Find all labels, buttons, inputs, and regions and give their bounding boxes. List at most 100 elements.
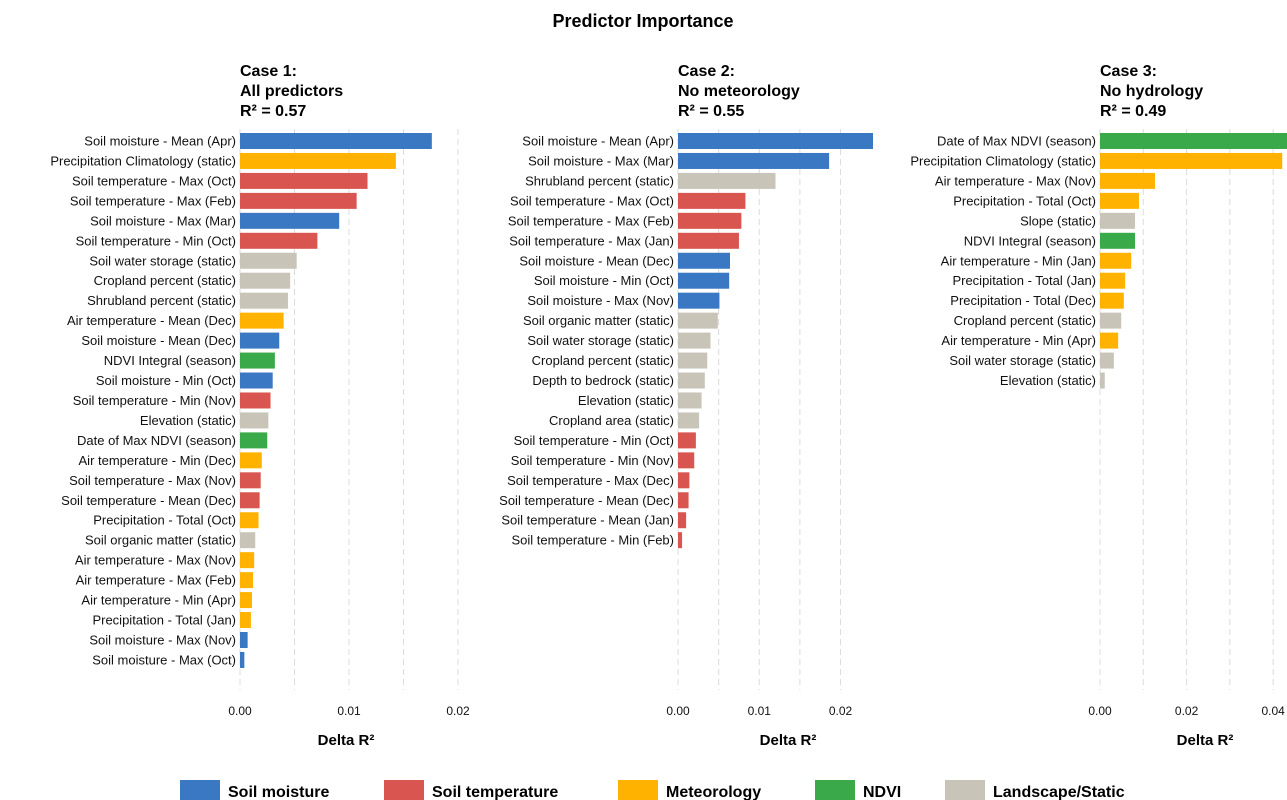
- bar: [678, 212, 742, 229]
- legend-label: Soil temperature: [432, 784, 558, 800]
- bar: [1100, 372, 1105, 389]
- bar-label: Soil moisture - Min (Oct): [534, 273, 674, 288]
- bar: [240, 292, 288, 309]
- bar: [1100, 152, 1283, 169]
- bar-label: Date of Max NDVI (season): [937, 134, 1096, 149]
- bar: [678, 272, 730, 289]
- bar-label: Soil temperature - Min (Feb): [511, 533, 674, 548]
- bar-label: Soil temperature - Max (Feb): [508, 213, 674, 228]
- legend-label: Soil moisture: [228, 784, 329, 800]
- panel-title-line: R² = 0.55: [678, 103, 744, 120]
- bar: [240, 412, 269, 429]
- bar-label: Soil water storage (static): [527, 333, 674, 348]
- bar-label: Soil temperature - Max (Nov): [69, 473, 236, 488]
- bar-label: Soil temperature - Max (Dec): [507, 473, 674, 488]
- bar: [240, 452, 262, 469]
- legend-swatch: [618, 780, 658, 800]
- bar-label: Soil temperature - Max (Oct): [72, 173, 236, 188]
- bar-label: Soil water storage (static): [949, 353, 1096, 368]
- bar: [240, 651, 245, 668]
- bar-label: Precipitation Climatology (static): [910, 153, 1096, 168]
- x-axis-title: Delta R²: [760, 732, 817, 749]
- legend: Soil moisture Soil temperature Meteorology…: [180, 780, 1125, 800]
- bar-label: Soil temperature - Mean (Jan): [501, 513, 674, 528]
- bar-label: Air temperature - Max (Nov): [75, 553, 236, 568]
- bar: [678, 133, 873, 149]
- legend-swatch: [815, 780, 855, 800]
- bar: [678, 332, 711, 349]
- panel-1: Case 1: All predictors R² = 0.57 Soil moist…: [50, 63, 470, 749]
- bar-label: Soil moisture - Max (Nov): [527, 293, 674, 308]
- tick-label: 0.04: [1261, 704, 1285, 718]
- bar-label: Soil temperature - Max (Oct): [510, 193, 674, 208]
- bar: [678, 532, 683, 549]
- bar: [678, 392, 702, 409]
- bar: [240, 332, 280, 349]
- bar-label: Soil organic matter (static): [523, 313, 674, 328]
- bar-label: Soil moisture - Mean (Apr): [522, 134, 674, 149]
- panel-title-line: Case 1:: [240, 63, 297, 80]
- panel-title-line: R² = 0.57: [240, 103, 306, 120]
- bar: [1100, 252, 1132, 269]
- bar-label: Soil moisture - Mean (Dec): [519, 253, 674, 268]
- bar: [678, 492, 689, 509]
- legend-label: Meteorology: [666, 784, 761, 800]
- bar: [1100, 133, 1287, 149]
- bar: [678, 232, 739, 249]
- legend-swatch: [945, 780, 985, 800]
- bar: [240, 172, 368, 189]
- panel-title-line: Case 3:: [1100, 63, 1157, 80]
- bar-label: Soil temperature - Min (Oct): [514, 433, 674, 448]
- bar: [240, 632, 248, 648]
- bar: [678, 412, 700, 429]
- bar-label: Precipitation - Total (Oct): [93, 513, 236, 528]
- bar-label: Soil moisture - Mean (Apr): [84, 134, 236, 149]
- bar-label: Air temperature - Min (Apr): [941, 333, 1096, 348]
- bar-label: Soil organic matter (static): [85, 533, 236, 548]
- bar-label: Soil moisture - Min (Oct): [96, 373, 236, 388]
- bar: [240, 152, 396, 169]
- bar: [678, 152, 830, 169]
- bar-label: Elevation (static): [1000, 373, 1096, 388]
- bar: [1100, 192, 1139, 209]
- bar-label: Air temperature - Min (Dec): [79, 453, 236, 468]
- bar: [678, 252, 730, 269]
- bar: [678, 452, 695, 469]
- bar: [678, 312, 718, 329]
- bar: [1100, 352, 1114, 369]
- bar: [240, 572, 254, 589]
- bar-label: Precipitation - Total (Dec): [950, 293, 1096, 308]
- bar: [240, 532, 256, 549]
- x-axis-title: Delta R²: [1177, 732, 1234, 749]
- bar-label: NDVI Integral (season): [964, 233, 1096, 248]
- legend-item: NDVI: [815, 780, 901, 800]
- panel-title-line: R² = 0.49: [1100, 103, 1166, 120]
- bar: [240, 372, 273, 389]
- bar-label: Cropland percent (static): [94, 273, 236, 288]
- bar: [240, 592, 252, 609]
- panels: Case 1: All predictors R² = 0.57 Soil moist…: [50, 63, 1287, 749]
- bar: [1100, 232, 1136, 249]
- legend-item: Landscape/Static: [945, 780, 1125, 800]
- bar-label: Shrubland percent (static): [87, 293, 236, 308]
- bar-label: Cropland area (static): [549, 413, 674, 428]
- tick-label: 0.02: [446, 704, 470, 718]
- bar: [240, 472, 261, 489]
- bar-label: Slope (static): [1020, 213, 1096, 228]
- bar: [240, 492, 260, 509]
- x-axis-title: Delta R²: [318, 732, 375, 749]
- bar: [240, 352, 275, 369]
- bar: [240, 512, 259, 529]
- bar-label: Cropland percent (static): [954, 313, 1096, 328]
- bar: [678, 372, 705, 389]
- legend-item: Meteorology: [618, 780, 761, 800]
- panel-3: Case 3: No hydrology R² = 0.49 Date of Max …: [910, 63, 1287, 749]
- bar-label: Cropland percent (static): [532, 353, 674, 368]
- bar: [1100, 272, 1126, 289]
- bar: [240, 312, 284, 329]
- bar-label: NDVI Integral (season): [104, 353, 236, 368]
- bar-label: Air temperature - Max (Nov): [935, 173, 1096, 188]
- bar-label: Date of Max NDVI (season): [77, 433, 236, 448]
- bar-label: Soil temperature - Mean (Dec): [499, 493, 674, 508]
- legend-label: Landscape/Static: [993, 784, 1125, 800]
